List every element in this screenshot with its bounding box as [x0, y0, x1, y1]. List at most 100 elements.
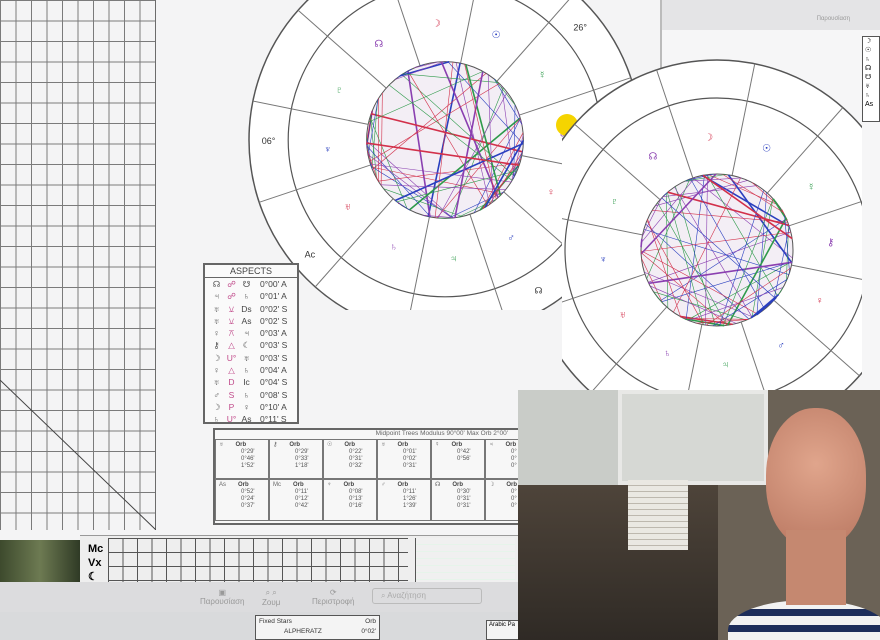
- legend-glyph: ♄: [865, 92, 871, 99]
- aspect-line: [380, 184, 506, 190]
- aspect-orb: 0°02' S: [260, 315, 288, 326]
- aspect-line: [640, 231, 791, 252]
- aspect-glyph: As: [241, 315, 252, 326]
- aspect-grid: [0, 0, 156, 530]
- aspect-row: ♅ ⚺ As 0°02' S: [205, 315, 297, 327]
- orb-value: 0°11': [403, 489, 417, 495]
- zoom-button[interactable]: ⌕ ⌕ Ζουμ: [262, 588, 281, 607]
- tree-root: As: [219, 482, 227, 488]
- strip-row-lilith: ☾: [88, 571, 98, 583]
- aspect-line: [661, 197, 776, 299]
- orb-value: 0°42': [457, 449, 471, 455]
- orb-value: 0°32': [349, 463, 363, 469]
- present-icon: ▣: [218, 588, 227, 597]
- aspect-glyph: ♅: [243, 352, 250, 363]
- orb-label: Orb: [235, 442, 247, 448]
- orb-label: Orb: [451, 442, 463, 448]
- webcam-video: [518, 390, 880, 640]
- aspect-line: [440, 61, 499, 199]
- planet-glyph: ☽: [704, 132, 713, 143]
- aspect-orb: 0°08' S: [260, 389, 288, 400]
- aspect-line: [641, 176, 696, 243]
- aspects-title: ASPECTS: [205, 265, 297, 278]
- orb-value: 0°56': [457, 456, 471, 462]
- orb-value: 0°42': [295, 503, 309, 509]
- orb-value: 1°52': [241, 463, 255, 469]
- aspect-line: [371, 166, 502, 195]
- aspect-line: [465, 64, 502, 196]
- aspect-row: ♀ △ ♄ 0°04' A: [205, 364, 297, 376]
- aspect-line: [750, 293, 780, 319]
- aspect-line: [394, 142, 524, 202]
- midpoint-tree: Mc Orb 0°11' 0°12' 0°42': [269, 479, 323, 521]
- aspect-line: [685, 173, 714, 181]
- orb-label: Orb: [397, 482, 409, 488]
- aspect-line: [395, 200, 411, 211]
- aspect-row: ♄ U° As 0°11' S: [205, 413, 297, 425]
- search-icon: ⌕: [381, 591, 388, 600]
- person-neck: [786, 530, 846, 605]
- present-button[interactable]: ▣ Παρουσίαση: [200, 588, 245, 606]
- aspect-row: ♃ ☍ ♄ 0°01' A: [205, 290, 297, 302]
- zodiac-ring: [564, 97, 862, 390]
- aspect-line: [666, 193, 669, 308]
- house-cusp: [410, 216, 430, 310]
- aspect-line: [397, 68, 413, 78]
- house-cusp: [592, 306, 668, 390]
- aspect-line: [684, 177, 742, 182]
- orb-value: 0°01': [403, 449, 417, 455]
- aspect-glyph: △: [228, 340, 235, 351]
- aspect-line: [437, 92, 508, 219]
- present-button-2[interactable]: Παρουσίαση: [662, 0, 880, 30]
- aspect-row: ☊ ☍ ☋ 0°00' A: [205, 278, 297, 290]
- aspect-glyph: ♅: [213, 315, 220, 326]
- aspect-line: [455, 62, 490, 205]
- aspect-line: [706, 174, 778, 297]
- aspect-glyph: ♀: [213, 328, 220, 339]
- orb-value: 0°: [511, 503, 517, 509]
- rotate-button[interactable]: ⟳ Περιστροφή: [312, 588, 355, 606]
- midpoint-title: Midpoint Trees Modulus 90°00' Max Orb 2°…: [375, 430, 508, 437]
- search-input[interactable]: ⌕ Αναζήτηση: [372, 588, 482, 604]
- planet-glyph: ☉: [492, 30, 501, 41]
- zoom-icon: ⌕ ⌕: [265, 588, 277, 597]
- planet-glyph: ♂: [777, 340, 785, 351]
- aspect-line: [653, 291, 747, 321]
- aspect-line: [394, 61, 444, 80]
- house-cusp: [740, 321, 765, 390]
- tree-root: ☿: [435, 442, 440, 448]
- orb-value: 0°16': [349, 503, 363, 509]
- aspect-line: [366, 111, 373, 147]
- house-cusp: [496, 0, 570, 82]
- aspect-glyph: ♀: [243, 401, 250, 412]
- arabic-parts-table: Arabic Pa: [486, 620, 520, 640]
- orb-label: Orb: [452, 482, 464, 488]
- legend-table: ☽ ☉ ♄ ☊ ☋ ♅ ♄ As: [862, 36, 880, 122]
- wheel-label: Ac: [305, 249, 316, 259]
- aspect-glyph: ♄: [243, 389, 250, 400]
- midpoint-tree: ♃ Orb 0° 0° 0°: [485, 439, 518, 479]
- house-cusp: [519, 77, 631, 116]
- second-chart-window: Παρουσίαση ♀ ♂ ♃ ♄ ♅ ♆ ♇ ☊ ☽ ☉ ☿ ⚷: [562, 0, 880, 390]
- orb-value: 0°29': [241, 449, 255, 455]
- aspect-line: [422, 214, 455, 219]
- aspect-glyph: ☽: [212, 401, 221, 412]
- aspect-line: [482, 132, 524, 209]
- house-cusp: [297, 9, 387, 89]
- aspect-line: [641, 197, 662, 237]
- background-photo: [0, 540, 80, 582]
- aspect-line: [367, 99, 379, 156]
- aspect-glyph: ☾: [242, 340, 251, 351]
- tree-root: ☊: [435, 482, 441, 488]
- aspect-line: [708, 174, 779, 206]
- aspect-row: ♅ ⚺ Ds 0°02' S: [205, 303, 297, 315]
- aspect-line: [685, 174, 705, 320]
- tree-root: ♅: [381, 442, 386, 448]
- orb-value: 0°13': [349, 496, 363, 502]
- midpoint-tree: As Orb 0°52' 0°24' 0°37': [215, 479, 269, 521]
- aspect-line: [784, 215, 790, 273]
- aspect-line: [447, 61, 524, 145]
- strip-row-vx: Vx: [88, 557, 102, 569]
- aspect-line: [454, 71, 484, 218]
- aspect-line: [722, 173, 784, 213]
